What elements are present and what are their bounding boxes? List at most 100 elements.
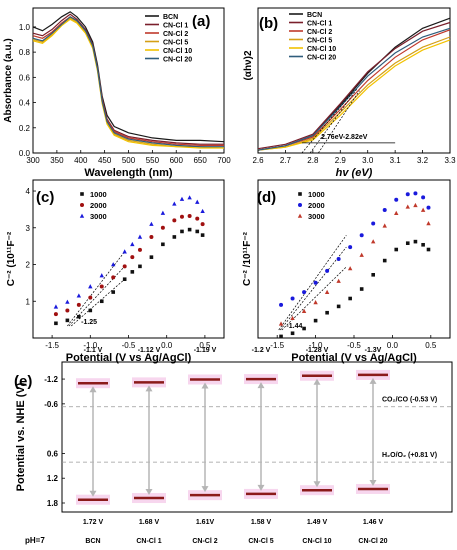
panel-b-legend-label: CN-Cl 1 xyxy=(307,21,332,28)
panel-a-legend-label: CN-Cl 10 xyxy=(163,48,192,55)
panel-d-data-point xyxy=(405,192,410,197)
panel-e-category-label: CN-Cl 10 xyxy=(302,538,331,545)
panel-c-y-tick-label: 3 xyxy=(26,224,31,233)
panel-d-data-point xyxy=(359,233,364,238)
panel-e-arrow-head-down xyxy=(369,479,377,486)
panel-a-legend-label: BCN xyxy=(163,14,178,21)
panel-d-data-point xyxy=(405,204,410,209)
panel-e-vb-value-label: 1.61V xyxy=(196,519,215,526)
panel-a-x-tick-label: 400 xyxy=(74,156,88,165)
panel-d-data-point xyxy=(371,273,375,277)
panel-c-data-point xyxy=(76,302,81,307)
panel-b-x-tick-label: 2.8 xyxy=(307,156,319,165)
panel-d-x-tick-label: -0.5 xyxy=(347,341,361,350)
panel-b-legend-label: BCN xyxy=(307,12,322,19)
panel-a-x-tick-label: 700 xyxy=(217,156,231,165)
panel-e-arrow-head-up xyxy=(313,378,321,385)
panel-e-ph-label: pH=7 xyxy=(25,536,45,545)
panel-c-data-point xyxy=(53,304,59,309)
panel-c-data-point xyxy=(180,229,184,234)
panel-a-y-tick-label: 0.2 xyxy=(19,124,31,133)
panel-c-data-point xyxy=(172,235,177,239)
panel-c-data-point xyxy=(137,247,142,252)
panel-a-x-tick-label: 450 xyxy=(98,156,112,165)
panel-c-xlabel: Potential (V vs Ag/AgCl) xyxy=(66,352,192,364)
panel-e-y-tick-label: -0.6 xyxy=(44,400,58,409)
panel-e-cb-value-label: -1.3V xyxy=(365,347,382,354)
panel-e-y-tick-label: -1.2 xyxy=(44,375,58,384)
panel-c-data-point xyxy=(138,264,142,269)
panel-d-annotation: -1.44 xyxy=(286,323,302,330)
panel-a-x-tick-label: 500 xyxy=(122,156,136,165)
panel-d-data-point xyxy=(371,221,376,226)
panel-d-data-point xyxy=(325,268,330,273)
panel-d-data-point xyxy=(421,195,426,200)
panel-a-x-tick-label: 650 xyxy=(193,156,207,165)
panel-c-tangent-line xyxy=(67,251,125,327)
panel-b-x-tick-label: 2.9 xyxy=(335,156,347,165)
panel-c-data-point xyxy=(122,277,127,282)
panel-d-data-point xyxy=(324,289,330,294)
panel-d-data-point xyxy=(359,252,364,257)
panel-c-data-point xyxy=(179,214,184,219)
panel-a-y-tick-label: 1.0 xyxy=(19,23,31,32)
panel-d-data-point xyxy=(394,197,399,202)
panel-d-legend-marker xyxy=(298,192,302,196)
panel-d-xlabel: Potential (V vs Ag/AgCl) xyxy=(291,352,417,364)
panel-c-data-point xyxy=(111,262,116,267)
panel-b-tangent-line xyxy=(309,88,358,154)
panel-e-y-tick-label: 1.2 xyxy=(47,474,59,483)
panel-b-legend-label: CN-Cl 20 xyxy=(307,55,336,62)
panel-c-x-tick-label: -1.0 xyxy=(83,341,97,350)
panel-b-x-tick-label: 3.2 xyxy=(417,156,429,165)
panel-c-y-tick-label: 4 xyxy=(26,187,31,196)
panel-e-arrow-head-down xyxy=(257,484,265,491)
panel-d-tangent-line xyxy=(278,235,347,331)
panel-e-frame xyxy=(61,361,453,513)
panel-c-data-point xyxy=(149,255,154,259)
panel-e-cb-value-label: -1.19 V xyxy=(194,347,217,354)
panel-b-xlabel: hv (eV) xyxy=(336,167,373,179)
panel-d-data-point xyxy=(347,266,353,271)
panel-c-data-point xyxy=(195,229,200,234)
panel-d-data-point xyxy=(313,300,318,305)
panel-e-arrow-head-down xyxy=(201,486,209,493)
panel-c-data-point xyxy=(179,196,185,201)
panel-c-data-point xyxy=(130,255,135,260)
panel-c-data-point xyxy=(99,299,104,304)
panel-d-legend-marker xyxy=(298,203,302,207)
panel-b-x-tick-label: 3.1 xyxy=(390,156,402,165)
panel-c-data-point xyxy=(149,221,154,226)
panel-a-y-tick-label: 0.8 xyxy=(19,48,31,57)
panel-e-arrow-head-up xyxy=(201,382,209,389)
panel-d-x-tick-label: -1.0 xyxy=(309,341,323,350)
panel-b-label: (b) xyxy=(259,15,278,32)
panel-c-annotation: -1.25 xyxy=(81,319,97,326)
panel-d-data-point xyxy=(325,310,329,315)
panel-c-y-tick-label: 1 xyxy=(26,297,31,306)
panel-c-legend-label: 2000 xyxy=(90,201,107,210)
panel-c-data-point xyxy=(53,312,58,317)
panel-c-data-point xyxy=(122,249,127,254)
panel-e-y-tick-label: 0.6 xyxy=(47,449,59,458)
panel-d-data-point xyxy=(279,334,283,339)
panel-e-ylabel: Potential vs. NHE (V) xyxy=(15,382,27,491)
panel-c-x-tick-label: -0.5 xyxy=(122,341,136,350)
panel-d-data-point xyxy=(290,315,295,321)
panel-a-x-tick-label: 550 xyxy=(146,156,160,165)
panel-a-x-tick-label: 350 xyxy=(50,156,64,165)
panel-c-data-point xyxy=(65,299,70,304)
panel-c-data-point xyxy=(130,270,135,274)
panel-c-data-point xyxy=(160,210,166,215)
panel-d-frame xyxy=(257,179,451,339)
panel-c-legend-marker xyxy=(79,213,85,218)
panel-a-y-tick-label: 0.6 xyxy=(19,73,31,82)
panel-d-data-point xyxy=(426,247,431,252)
panel-c-data-point xyxy=(200,222,205,227)
panel-c-legend-label: 1000 xyxy=(90,190,107,199)
panel-c-data-point xyxy=(172,201,177,206)
panel-e-category-label: CN-Cl 2 xyxy=(192,538,217,545)
panel-d-tangent-line xyxy=(279,246,347,331)
panel-c-data-point xyxy=(111,290,116,294)
panel-b-series-line xyxy=(257,27,451,151)
